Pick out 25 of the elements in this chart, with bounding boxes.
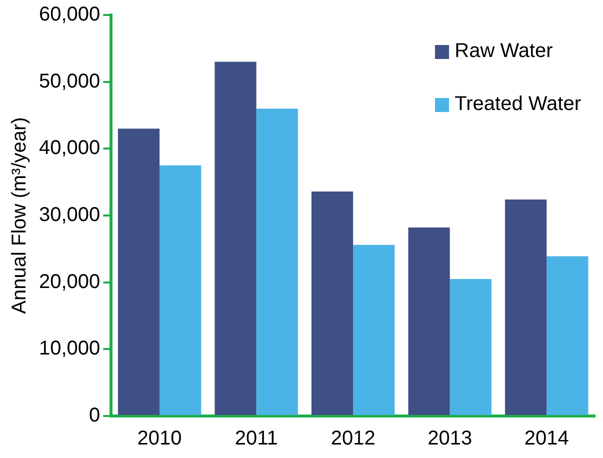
bar <box>408 228 450 415</box>
y-tick-label: 30,000 <box>39 204 100 226</box>
x-tick-label: 2014 <box>524 428 569 450</box>
bar <box>311 191 354 415</box>
y-tick-label: 40,000 <box>39 137 100 160</box>
bar <box>256 108 298 415</box>
y-tick-label: 0 <box>89 404 100 427</box>
y-tick-label: 20,000 <box>39 270 100 293</box>
bar <box>118 128 160 415</box>
y-tick-label: 60,000 <box>39 4 100 26</box>
bar <box>214 62 256 415</box>
bar <box>353 244 395 415</box>
x-tick-label: 2010 <box>137 428 182 450</box>
x-tick-label: 2012 <box>330 428 376 450</box>
x-tick-label: 2013 <box>428 428 472 450</box>
legend-label: Treated Water <box>454 93 581 116</box>
bar <box>160 165 202 415</box>
bar <box>450 278 492 415</box>
bar <box>505 199 547 415</box>
y-axis-title: Annual Flow (m³/year) <box>8 117 31 314</box>
y-tick-label: 10,000 <box>39 338 100 360</box>
bar <box>546 256 588 415</box>
x-tick-label: 2011 <box>234 428 278 450</box>
legend-label: Raw Water <box>454 40 553 63</box>
y-tick-label: 50,000 <box>39 70 100 92</box>
